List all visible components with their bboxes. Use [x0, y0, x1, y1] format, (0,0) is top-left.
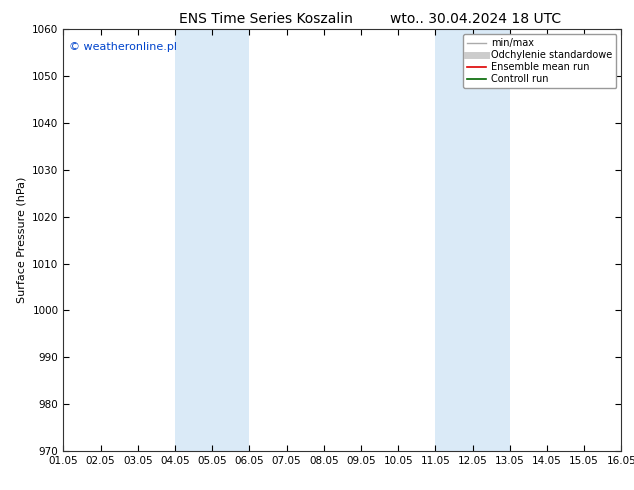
Bar — [175, 29, 249, 451]
Text: © weatheronline.pl: © weatheronline.pl — [69, 42, 177, 52]
Y-axis label: Surface Pressure (hPa): Surface Pressure (hPa) — [16, 177, 27, 303]
Text: wto.. 30.04.2024 18 UTC: wto.. 30.04.2024 18 UTC — [390, 12, 561, 26]
Text: ENS Time Series Koszalin: ENS Time Series Koszalin — [179, 12, 353, 26]
Bar — [436, 29, 510, 451]
Legend: min/max, Odchylenie standardowe, Ensemble mean run, Controll run: min/max, Odchylenie standardowe, Ensembl… — [463, 34, 616, 88]
